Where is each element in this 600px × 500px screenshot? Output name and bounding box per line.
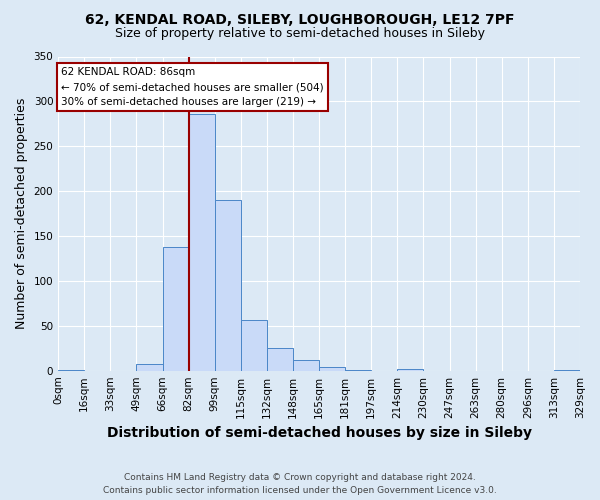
Bar xyxy=(215,200,241,370)
Text: Size of property relative to semi-detached houses in Sileby: Size of property relative to semi-detach… xyxy=(115,28,485,40)
Y-axis label: Number of semi-detached properties: Number of semi-detached properties xyxy=(15,98,28,330)
Bar xyxy=(136,364,163,370)
Bar xyxy=(267,348,293,370)
Bar xyxy=(293,360,319,370)
Text: 62 KENDAL ROAD: 86sqm
← 70% of semi-detached houses are smaller (504)
30% of sem: 62 KENDAL ROAD: 86sqm ← 70% of semi-deta… xyxy=(61,68,323,107)
Text: 62, KENDAL ROAD, SILEBY, LOUGHBOROUGH, LE12 7PF: 62, KENDAL ROAD, SILEBY, LOUGHBOROUGH, L… xyxy=(85,12,515,26)
Bar xyxy=(163,247,188,370)
Bar xyxy=(188,114,215,370)
Bar xyxy=(241,320,267,370)
Text: Contains HM Land Registry data © Crown copyright and database right 2024.
Contai: Contains HM Land Registry data © Crown c… xyxy=(103,474,497,495)
Bar xyxy=(397,369,424,370)
Bar xyxy=(319,367,345,370)
X-axis label: Distribution of semi-detached houses by size in Sileby: Distribution of semi-detached houses by … xyxy=(107,426,532,440)
